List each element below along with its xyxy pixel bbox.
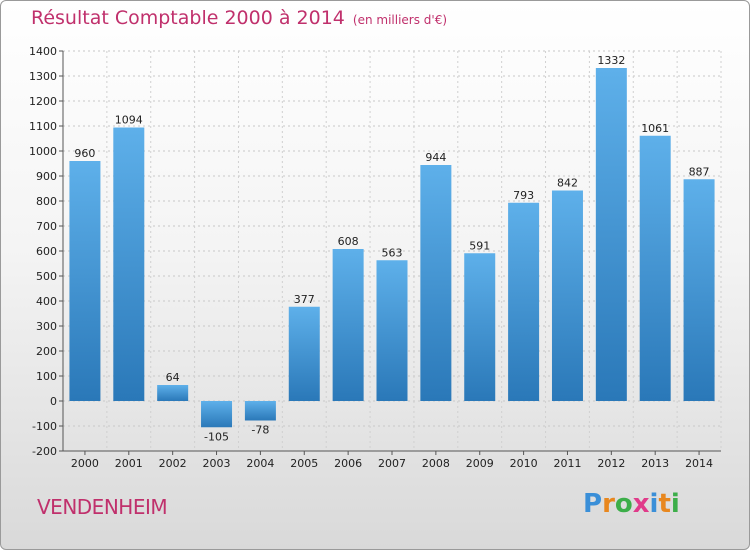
logo-letter: x: [632, 489, 650, 519]
y-tick-label: 100: [36, 370, 57, 383]
data-label: 1061: [641, 122, 669, 135]
y-tick-label: 1300: [29, 70, 57, 83]
data-label: 591: [469, 239, 490, 252]
x-tick-label: 2002: [159, 457, 187, 470]
logo-letter: i: [649, 489, 659, 519]
x-tick-label: 2006: [334, 457, 362, 470]
city-name: VENDENHEIM: [37, 495, 168, 519]
y-tick-label: 200: [36, 345, 57, 358]
grid-lines: [62, 50, 722, 452]
x-tick-label: 2009: [466, 457, 494, 470]
bar-2000: [69, 161, 101, 401]
proxiti-logo[interactable]: Proxiti: [583, 489, 680, 519]
x-tick-label: 2010: [510, 457, 538, 470]
logo-letter: t: [658, 489, 671, 519]
chart-title-text: Résultat Comptable 2000 à 2014: [31, 7, 345, 29]
bar-2011: [551, 190, 583, 401]
y-tick-label: 300: [36, 320, 57, 333]
y-tick-label: 1100: [29, 120, 57, 133]
chart-title: Résultat Comptable 2000 à 2014 (en millie…: [31, 7, 447, 29]
bar-2007: [376, 260, 408, 401]
data-label: -105: [204, 430, 229, 443]
logo-letter: r: [602, 489, 615, 519]
x-tick-label: 2012: [597, 457, 625, 470]
bar-2008: [420, 165, 452, 401]
chart-subtitle: (en milliers d'€): [352, 13, 448, 27]
data-label: 842: [557, 177, 578, 190]
y-tick-label: -200: [32, 445, 57, 458]
y-tick-label: 1400: [29, 45, 57, 58]
bar-2006: [332, 249, 364, 401]
x-tick-label: 2013: [641, 457, 669, 470]
bar-2012: [595, 68, 627, 401]
y-tick-label: 700: [36, 220, 57, 233]
data-label: 887: [689, 165, 710, 178]
x-tick-label: 2007: [378, 457, 406, 470]
data-label: 377: [294, 293, 315, 306]
bar-2010: [508, 202, 540, 401]
x-tick-label: 2000: [71, 457, 99, 470]
bar-2001: [113, 127, 145, 401]
value-labels: 960 1094 64 -105 -78 377 608 563 944 591 793 842 133…: [74, 54, 709, 443]
bar-2005: [288, 306, 320, 401]
logo-letter: P: [583, 489, 603, 519]
x-tick-label: 2011: [553, 457, 581, 470]
x-tick-label: 2003: [203, 457, 231, 470]
x-tick-label: 2005: [290, 457, 318, 470]
bar-2013: [639, 135, 671, 401]
x-tick-label: 2014: [685, 457, 713, 470]
y-tick-label: 500: [36, 270, 57, 283]
data-label: 563: [382, 246, 403, 259]
data-label: 793: [513, 189, 534, 202]
y-tick-label: 0: [50, 395, 57, 408]
y-tick-label: 1200: [29, 95, 57, 108]
x-tick-label: 2001: [115, 457, 143, 470]
x-tick-label: 2008: [422, 457, 450, 470]
logo-letter: o: [614, 489, 633, 519]
y-tick-label: 400: [36, 295, 57, 308]
y-tick-label: 800: [36, 195, 57, 208]
data-label: 960: [74, 147, 95, 160]
y-tick-label: -100: [32, 420, 57, 433]
bar-2004: [244, 401, 276, 421]
y-tick-label: 1000: [29, 145, 57, 158]
logo-letter: i: [670, 489, 680, 519]
bar-2002: [157, 385, 189, 401]
y-tick-label: 900: [36, 170, 57, 183]
data-label: 608: [338, 235, 359, 248]
data-label: 944: [425, 151, 446, 164]
data-label: 1094: [115, 114, 143, 127]
data-label: -78: [251, 424, 269, 437]
y-tick-label: 600: [36, 245, 57, 258]
bar-2014: [683, 179, 715, 401]
bars: [69, 68, 715, 428]
bar-2009: [464, 253, 496, 401]
axes: -200 -100 0 100 200 300 400 500 600 700 800 900 1000…: [29, 45, 721, 470]
data-label: 64: [166, 371, 180, 384]
bar-2003: [201, 401, 233, 428]
data-label: 1332: [597, 54, 625, 67]
x-tick-label: 2004: [246, 457, 274, 470]
